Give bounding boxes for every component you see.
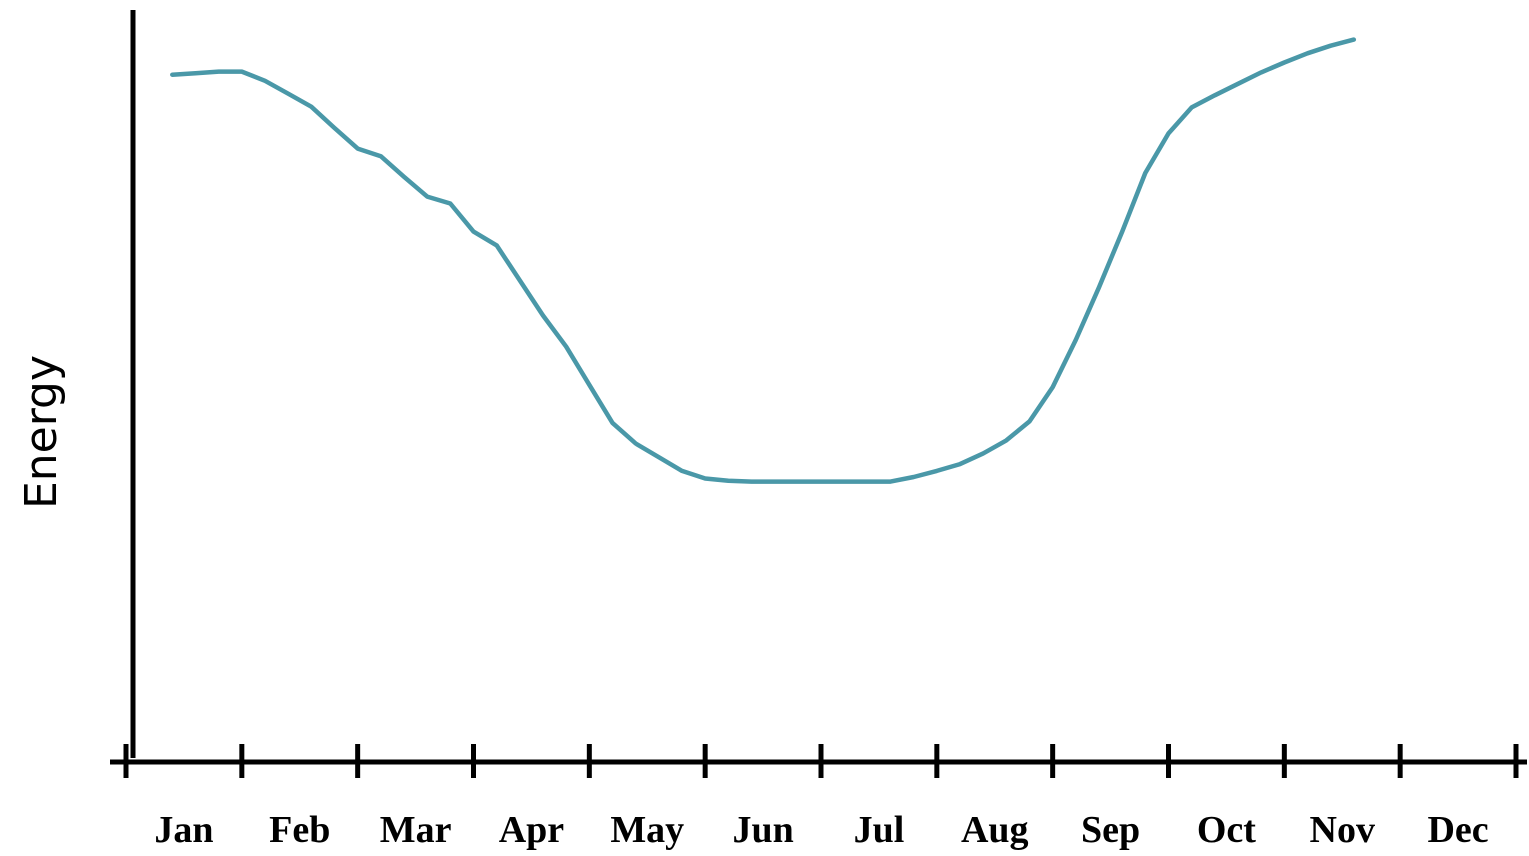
- x-tick-label-feb: Feb: [269, 809, 330, 851]
- x-tick-label-mar: Mar: [380, 809, 452, 851]
- x-axis-tick-labels: Jan Feb Mar Apr May Jun Jul Aug Sep Oct Nov Dec: [154, 809, 1488, 851]
- x-tick-label-apr: Apr: [499, 809, 565, 851]
- x-tick-label-may: May: [610, 809, 684, 851]
- x-axis-ticks: [123, 744, 1519, 778]
- y-axis-label: Energy: [16, 355, 67, 509]
- x-tick-label-jun: Jun: [732, 809, 793, 851]
- x-tick-label-aug: Aug: [961, 809, 1029, 851]
- x-tick-label-nov: Nov: [1310, 809, 1375, 851]
- x-tick-label-jan: Jan: [154, 809, 213, 851]
- x-tick-label-sep: Sep: [1081, 809, 1140, 851]
- x-tick-label-oct: Oct: [1197, 809, 1256, 851]
- x-tick-label-jul: Jul: [854, 809, 905, 851]
- series-line-energy: [170, 37, 1357, 484]
- x-tick-label-dec: Dec: [1427, 809, 1488, 851]
